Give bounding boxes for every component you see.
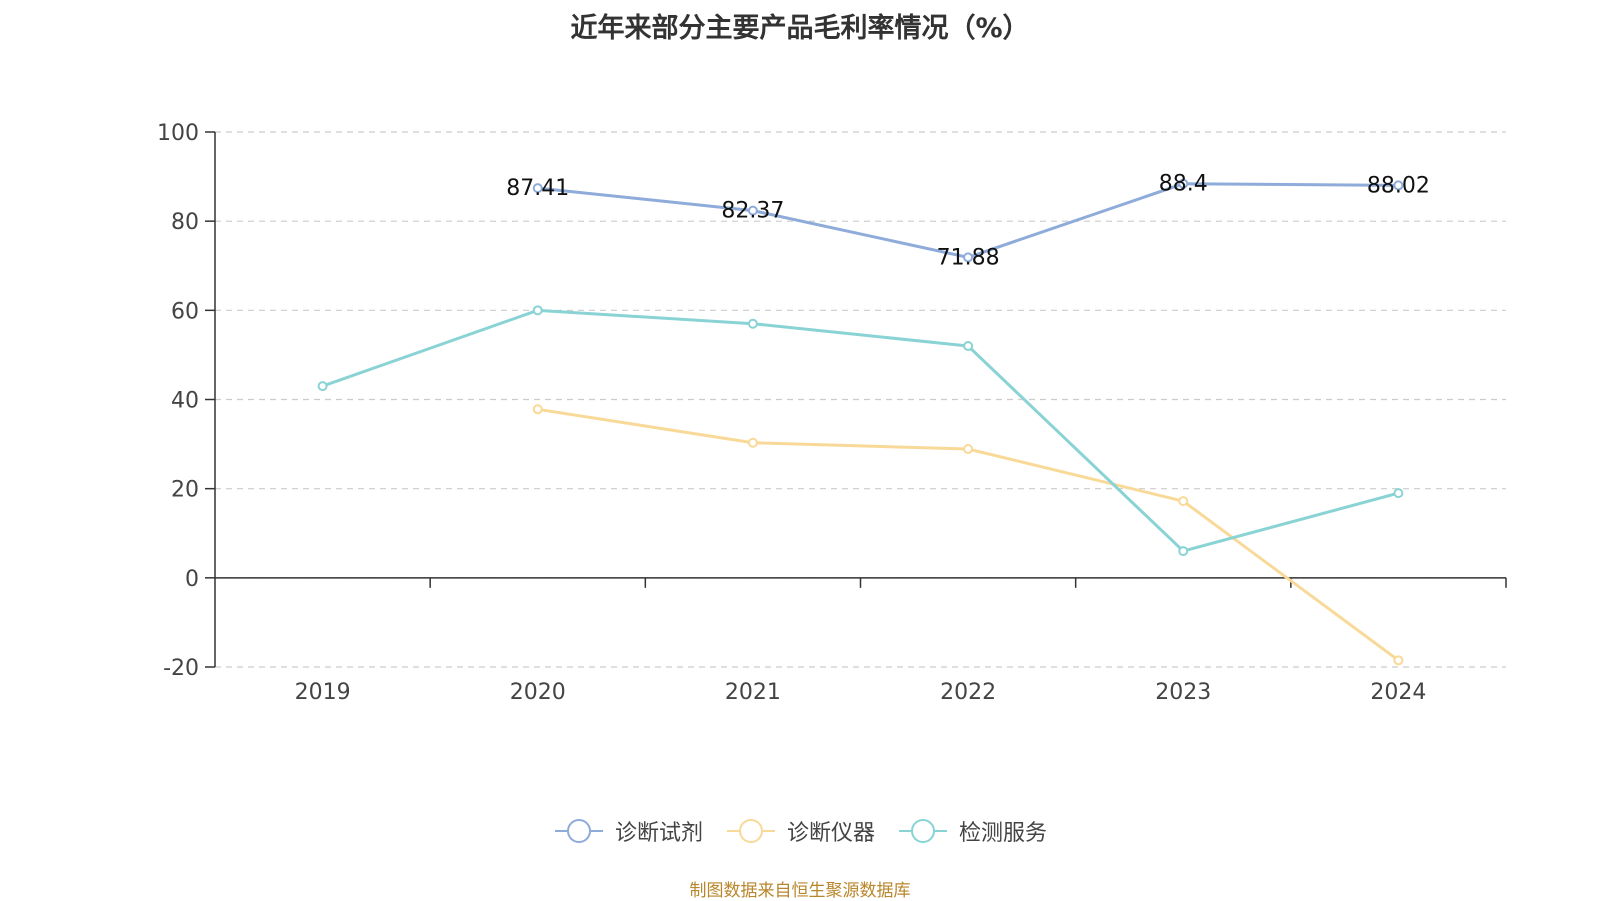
legend-marker-1 — [726, 819, 775, 843]
x-tick-label: 2024 — [1370, 680, 1426, 705]
data-label: 88.02 — [1367, 173, 1430, 198]
y-tick-label: 40 — [171, 389, 199, 414]
data-point[interactable] — [963, 443, 974, 454]
legend-item-0[interactable]: 诊断试剂 — [553, 815, 703, 847]
data-point[interactable] — [1178, 546, 1189, 557]
x-tick-label: 2021 — [725, 680, 781, 705]
x-tick-label: 2023 — [1155, 680, 1211, 705]
y-tick-label: 0 — [185, 567, 199, 592]
y-tick-label: 20 — [171, 478, 199, 503]
data-point[interactable] — [532, 404, 543, 415]
data-point[interactable] — [532, 183, 543, 194]
data-label: 87.41 — [506, 176, 569, 201]
data-point[interactable] — [1178, 178, 1189, 189]
data-point[interactable] — [1178, 496, 1189, 507]
data-point[interactable] — [963, 341, 974, 351]
data-point[interactable] — [963, 252, 974, 263]
data-point[interactable] — [532, 305, 543, 316]
y-tick-label: 60 — [171, 299, 199, 324]
series-line-2 — [322, 308, 1399, 553]
legend-label-0: 诊断试剂 — [614, 821, 703, 846]
legend-item-1[interactable]: 诊断仪器 — [725, 815, 875, 847]
data-point[interactable] — [747, 318, 758, 329]
data-point[interactable] — [1393, 655, 1404, 666]
axes: 100 80 60 40 20 0 -20 2019 2020 2021 2022 2023 2024 — [157, 121, 1507, 705]
data-label: 82.37 — [721, 199, 784, 224]
legend: 诊断试剂 诊断仪器 检测服务 — [0, 815, 1600, 847]
legend-label-2: 检测服务 — [959, 821, 1048, 846]
data-label: 88.4 — [1159, 172, 1208, 197]
y-tick-label: 100 — [157, 121, 199, 146]
series-lines — [317, 178, 1404, 666]
data-point[interactable] — [1393, 180, 1404, 191]
data-point[interactable] — [317, 381, 328, 392]
source-footnote: 制图数据来自恒生聚源数据库 — [689, 881, 911, 901]
data-point[interactable] — [747, 205, 758, 216]
legend-marker-2 — [899, 819, 947, 843]
data-label: 71.88 — [937, 245, 1000, 270]
legend-label-1: 诊断仪器 — [786, 821, 875, 846]
chart-title: 近年来部分主要产品毛利率情况（%） — [570, 13, 1030, 44]
x-tick-label: 2019 — [295, 680, 351, 705]
data-point[interactable] — [1393, 488, 1404, 499]
legend-marker-0 — [554, 819, 603, 843]
y-tick-label: -20 — [163, 656, 199, 681]
x-tick-label: 2022 — [940, 680, 996, 705]
data-labels: 87.41 82.37 71.88 88.4 88.02 — [506, 172, 1430, 271]
x-tick-label: 2020 — [510, 680, 566, 705]
legend-item-2[interactable]: 检测服务 — [897, 815, 1047, 847]
y-tick-label: 80 — [171, 210, 199, 235]
data-point[interactable] — [747, 437, 758, 448]
